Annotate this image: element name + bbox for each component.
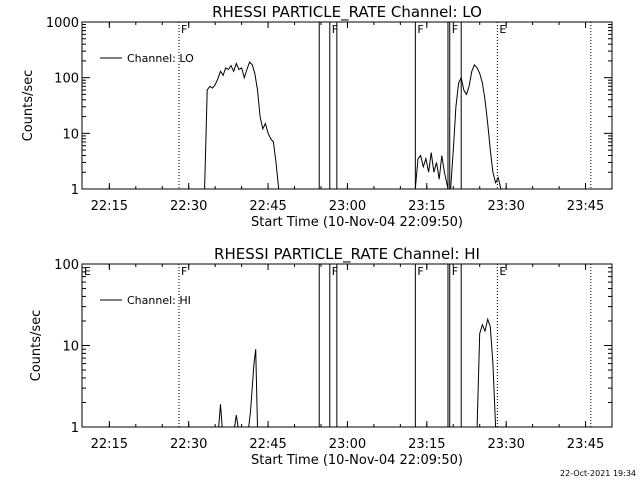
x-tick-label: 23:00 [329,199,366,214]
timestamp: 22-Oct-2021 19:34 [560,469,636,478]
flag-label: E [499,265,506,278]
y-tick-label: 1 [71,183,79,198]
panel-hi: RHESSI PARTICLE_RATE Channel: HI Counts/s… [29,245,613,468]
flag-label: E [499,23,506,36]
series-line-segment [204,61,280,190]
flag-label: F [332,23,338,36]
series-line-segment [248,349,258,428]
x-tick-label: 23:15 [408,199,445,214]
flag-label: F [181,265,187,278]
flag-label: F [452,23,458,36]
x-tick-label: 22:30 [170,199,207,214]
x-axis-label: Start Time (10-Nov-04 22:09:50) [251,453,463,468]
x-axis-label: Start Time (10-Nov-04 22:09:50) [251,215,463,230]
x-tick-label: 22:15 [91,199,128,214]
x-tick-label: 22:45 [249,199,286,214]
flag-label: F [417,265,423,278]
x-tick-label: 23:00 [329,437,366,452]
series-line-segment [218,404,223,428]
series-line-segment [450,63,502,190]
series-line-segment [234,415,239,428]
x-tick-label: 23:45 [567,199,604,214]
series-line-segment [414,152,449,190]
flag-label: F [181,23,187,36]
y-tick-label: 100 [54,72,79,87]
chart-title: RHESSI PARTICLE_RATE Channel: HI [214,245,480,264]
y-tick-label: 1000 [46,16,79,31]
x-tick-label: 22:45 [249,437,286,452]
flag-label: E [84,265,91,278]
plot-frame [81,21,613,190]
legend-entry: Channel: LO [127,52,194,65]
y-axis-label: Counts/sec [21,70,36,142]
x-tick-label: 22:15 [91,437,128,452]
y-tick-label: 10 [62,340,79,355]
panel-lo: RHESSI PARTICLE_RATE Channel: LO Counts/s… [21,3,613,230]
flag-label: F [452,265,458,278]
flag-label: F [417,23,423,36]
chart-title: RHESSI PARTICLE_RATE Channel: LO [212,3,482,22]
x-tick-label: 23:15 [408,437,445,452]
series-line-segment [476,317,497,428]
legend-entry: Channel: HI [127,294,191,307]
x-tick-label: 23:30 [487,199,524,214]
x-tick-label: 23:45 [567,437,604,452]
y-tick-label: 100 [54,258,79,273]
flag-label: F [332,265,338,278]
x-tick-label: 23:30 [487,437,524,452]
x-tick-label: 22:30 [170,437,207,452]
plot-frame [81,263,613,428]
y-tick-label: 10 [62,127,79,142]
y-tick-label: 1 [71,421,79,436]
y-axis-label: Counts/sec [29,310,44,382]
